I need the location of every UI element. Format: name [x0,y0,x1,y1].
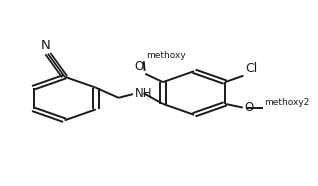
Text: N: N [41,39,50,52]
Text: NH: NH [135,87,152,100]
Text: O: O [244,101,253,114]
Text: methoxy2: methoxy2 [264,98,309,107]
Text: methoxy: methoxy [146,51,186,60]
Text: Cl: Cl [245,62,257,75]
Text: O: O [135,60,144,73]
